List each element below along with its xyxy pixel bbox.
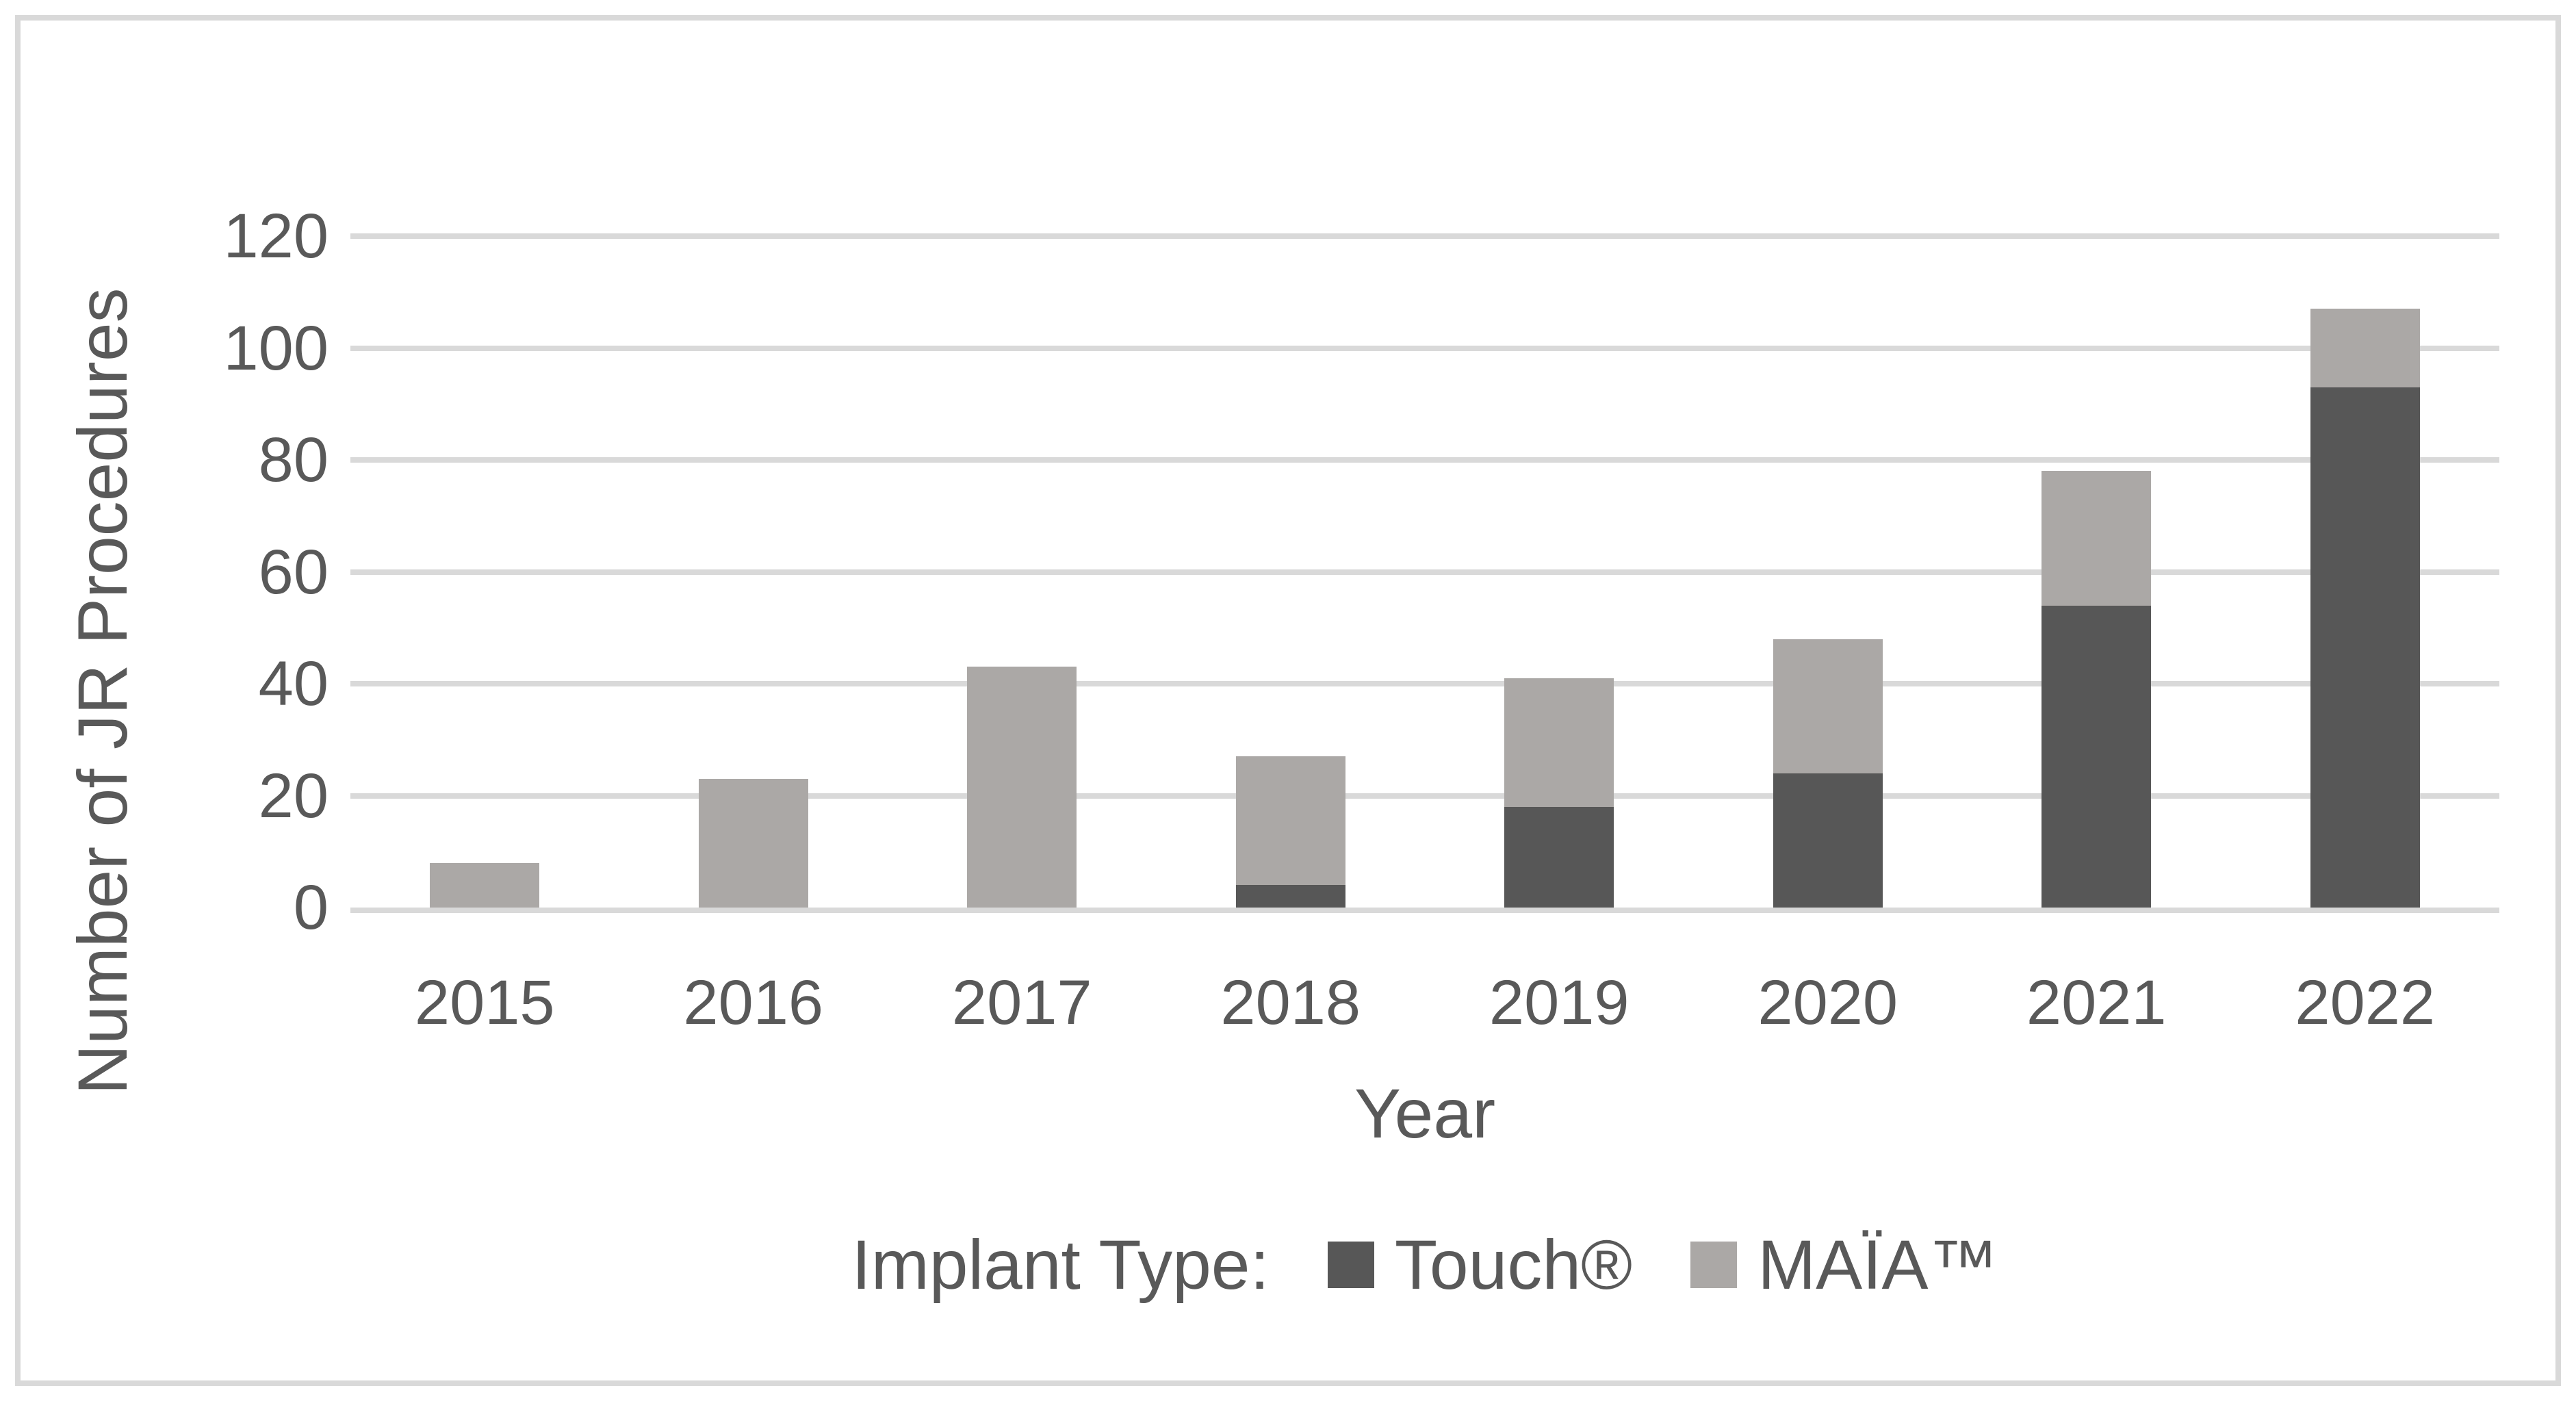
bar-group-2019 bbox=[1504, 678, 1614, 908]
legend-entry-maa: MAÏA™ bbox=[1690, 1224, 1998, 1306]
bar-segment-maa bbox=[698, 778, 808, 908]
bar-segment-touch bbox=[1235, 885, 1345, 908]
x-axis-tick-label: 2015 bbox=[414, 968, 555, 1038]
bar-group-2017 bbox=[967, 667, 1077, 908]
x-axis-tick-label: 2021 bbox=[2026, 968, 2167, 1038]
bar-segment-maa bbox=[1235, 756, 1345, 886]
y-axis-tick-label: 100 bbox=[223, 313, 329, 383]
bar-segment-touch bbox=[1773, 773, 1883, 908]
x-axis-title: Year bbox=[1354, 1075, 1496, 1153]
legend-entry-touch: Touch® bbox=[1327, 1224, 1633, 1306]
gridline bbox=[350, 681, 2499, 686]
y-axis-tick-label: 20 bbox=[258, 760, 329, 831]
bar-segment-maa bbox=[2310, 309, 2420, 387]
y-axis-tick-label: 40 bbox=[258, 649, 329, 719]
y-axis-tick-label: 0 bbox=[293, 873, 329, 942]
bar-group-2016 bbox=[698, 778, 808, 908]
x-axis-tick-label: 2018 bbox=[1220, 968, 1361, 1038]
gridline bbox=[350, 457, 2499, 463]
legend-series-label: MAÏA™ bbox=[1757, 1226, 1998, 1304]
x-axis-tick-label: 2016 bbox=[683, 968, 824, 1038]
bar-segment-maa bbox=[1773, 639, 1883, 773]
bar-group-2015 bbox=[430, 862, 540, 908]
bar-group-2022 bbox=[2310, 309, 2420, 908]
y-axis-tick-label: 80 bbox=[258, 425, 329, 495]
legend-swatch-icon bbox=[1690, 1242, 1738, 1288]
gridline bbox=[350, 233, 2499, 239]
legend-series-label: Touch® bbox=[1394, 1226, 1633, 1304]
legend-swatch-icon bbox=[1327, 1242, 1374, 1288]
x-axis-tick-label: 2017 bbox=[951, 968, 1092, 1038]
bar-group-2021 bbox=[2042, 471, 2152, 908]
gridline bbox=[350, 569, 2499, 575]
legend-title: Implant Type: bbox=[851, 1226, 1270, 1304]
x-axis-tick-label: 2022 bbox=[2295, 968, 2436, 1038]
bar-group-2018 bbox=[1235, 756, 1345, 908]
bar-segment-maa bbox=[967, 667, 1077, 908]
legend: Implant Type: Touch® MAÏA™ bbox=[350, 1224, 2499, 1306]
gridline bbox=[350, 345, 2499, 351]
bar-segment-touch bbox=[1504, 806, 1614, 908]
x-axis-tick-label: 2019 bbox=[1489, 968, 1630, 1038]
bar-segment-maa bbox=[430, 862, 540, 908]
y-axis-tick-label: 60 bbox=[258, 537, 329, 607]
bar-segment-touch bbox=[2042, 605, 2152, 908]
bar-segment-maa bbox=[2042, 471, 2152, 606]
bar-segment-touch bbox=[2310, 387, 2420, 908]
y-axis-tick-label: 120 bbox=[223, 201, 329, 271]
x-axis-tick-label: 2020 bbox=[1757, 968, 1898, 1038]
x-axis-line bbox=[350, 908, 2499, 913]
plot-area bbox=[350, 233, 2499, 913]
bar-segment-maa bbox=[1504, 678, 1614, 807]
gridline bbox=[350, 793, 2499, 799]
bar-group-2020 bbox=[1773, 639, 1883, 908]
